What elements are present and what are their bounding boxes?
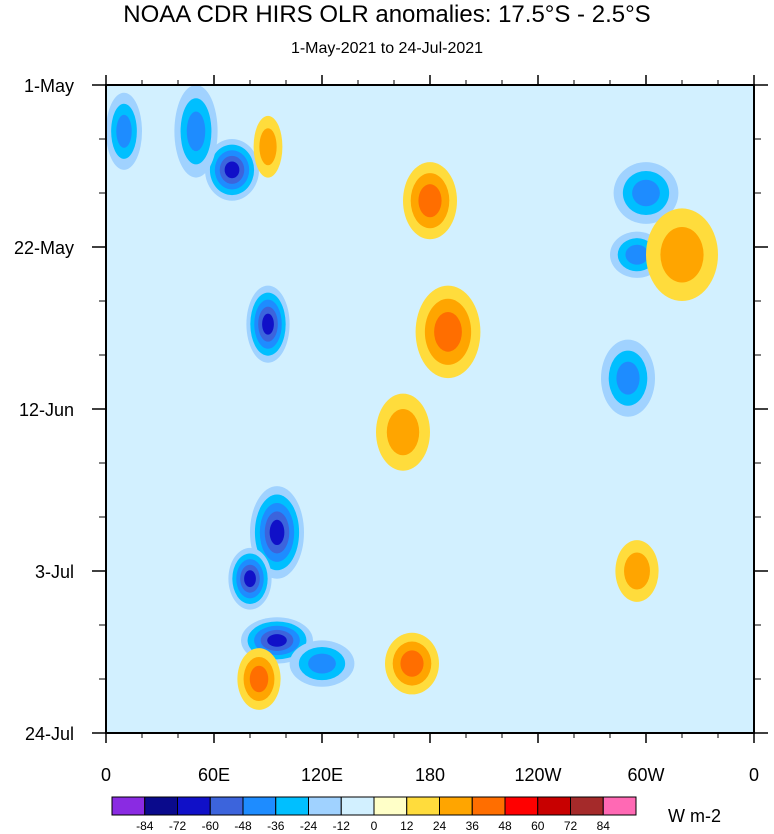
anomaly-contour bbox=[116, 114, 132, 148]
anomaly-contour bbox=[262, 313, 274, 335]
x-tick-label: 120E bbox=[301, 765, 343, 785]
colorbar-swatch bbox=[471, 796, 506, 816]
chart-subtitle: 1-May-2021 to 24-Jul-2021 bbox=[290, 40, 484, 57]
anomaly-contour bbox=[224, 161, 240, 179]
anomaly-contour bbox=[400, 650, 424, 677]
anomaly-contour bbox=[308, 653, 336, 674]
colorbar-level-label: -48 bbox=[234, 819, 252, 833]
colorbar-level-label: 48 bbox=[498, 819, 512, 833]
anomaly-contour bbox=[186, 111, 206, 152]
anomaly-contour bbox=[434, 312, 462, 352]
colorbar-level-label: 36 bbox=[466, 819, 480, 833]
colorbar-level-label: -72 bbox=[169, 819, 187, 833]
colorbar-level-label: 24 bbox=[433, 819, 447, 833]
y-tick-label: 1-May bbox=[24, 76, 74, 96]
colorbar-swatch bbox=[439, 796, 473, 816]
colorbar-level-label: 60 bbox=[531, 819, 545, 833]
colorbar-units-label: W m-2 bbox=[668, 806, 721, 826]
anomaly-contour bbox=[624, 552, 650, 590]
x-tick-label: 60E bbox=[198, 765, 230, 785]
colorbar-swatch bbox=[504, 796, 539, 816]
colorbar-swatch bbox=[209, 796, 244, 816]
x-tick-label: 0 bbox=[101, 765, 111, 785]
anomaly-contour bbox=[418, 184, 442, 218]
colorbar-level-label: -12 bbox=[333, 819, 351, 833]
colorbar-level-label: -24 bbox=[300, 819, 318, 833]
colorbar-swatch bbox=[177, 796, 211, 816]
x-tick-label: 120W bbox=[514, 765, 561, 785]
colorbar-swatch bbox=[373, 796, 408, 816]
colorbar-swatch bbox=[111, 796, 146, 816]
anomaly-contour bbox=[625, 244, 649, 265]
y-tick-label: 3-Jul bbox=[35, 562, 74, 582]
x-tick-label: 180 bbox=[415, 765, 445, 785]
anomaly-contour bbox=[269, 519, 285, 546]
chart-title: NOAA CDR HIRS OLR anomalies: 17.5°S - 2.… bbox=[123, 1, 651, 28]
anomaly-contour bbox=[632, 179, 660, 207]
colorbar-swatch bbox=[406, 796, 440, 816]
colorbar-swatch bbox=[537, 796, 571, 816]
colorbar-swatch bbox=[275, 796, 309, 816]
anomaly-contour bbox=[660, 226, 704, 283]
y-tick-label: 24-Jul bbox=[25, 724, 74, 744]
colorbar-level-label: 72 bbox=[564, 819, 578, 833]
x-tick-label: 60W bbox=[627, 765, 664, 785]
colorbar-swatch bbox=[602, 796, 637, 816]
anomaly-contour bbox=[616, 361, 640, 395]
colorbar-level-label: -60 bbox=[202, 819, 220, 833]
colorbar-level-label: 0 bbox=[371, 819, 378, 833]
colorbar-level-label: -84 bbox=[136, 819, 154, 833]
colorbar-swatch bbox=[340, 796, 375, 816]
colorbar-level-label: 12 bbox=[400, 819, 414, 833]
y-tick-label: 12-Jun bbox=[19, 400, 74, 420]
anomaly-contour bbox=[244, 570, 256, 588]
y-tick-label: 22-May bbox=[14, 238, 74, 258]
colorbar-swatch bbox=[144, 796, 178, 816]
colorbar-swatch bbox=[570, 796, 604, 816]
colorbar-level-label: 84 bbox=[597, 819, 611, 833]
colorbar-swatch bbox=[242, 796, 277, 816]
anomaly-contour bbox=[267, 634, 287, 647]
x-tick-label: 0 bbox=[749, 765, 759, 785]
colorbar-swatch bbox=[308, 796, 342, 816]
colorbar-level-label: -36 bbox=[267, 819, 285, 833]
anomaly-contour bbox=[386, 409, 420, 456]
anomaly-contour bbox=[259, 128, 277, 166]
anomaly-contour bbox=[249, 665, 269, 693]
